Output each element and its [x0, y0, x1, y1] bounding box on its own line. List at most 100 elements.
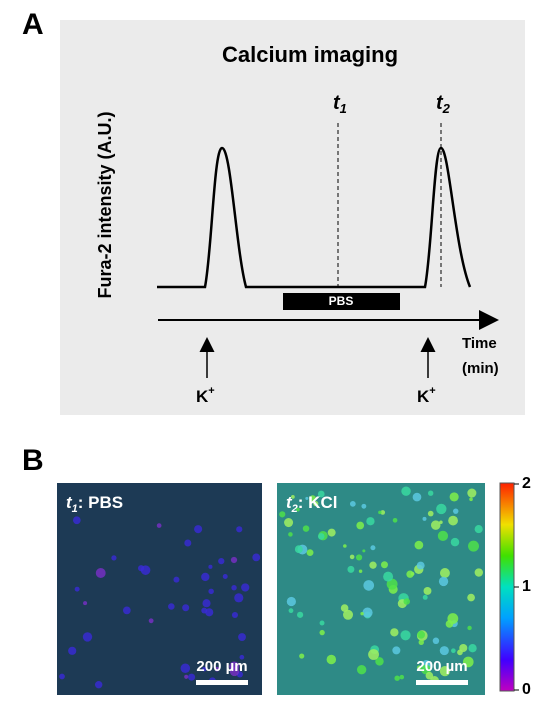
cell [425, 671, 434, 680]
cell [202, 599, 211, 608]
cell [299, 653, 305, 659]
cell [168, 603, 175, 610]
colorbar-tick-label: 1 [522, 578, 531, 595]
cell [414, 540, 424, 550]
cell [291, 495, 295, 499]
cell [361, 503, 367, 509]
cell [468, 644, 477, 653]
scale-bar [196, 680, 248, 685]
cell [74, 586, 80, 592]
cell [467, 625, 472, 631]
cell [302, 525, 310, 532]
cell [427, 510, 434, 517]
cell [358, 569, 363, 574]
cell [94, 680, 103, 689]
t2-label: t2 [436, 92, 451, 116]
image-label: t1: PBS [66, 493, 123, 514]
cell [72, 516, 81, 525]
cell [309, 495, 317, 503]
cell [68, 646, 77, 655]
cell [286, 596, 296, 607]
cell [138, 565, 145, 572]
cell [363, 580, 375, 591]
cell [347, 565, 355, 573]
cell [427, 490, 434, 496]
cell [474, 568, 483, 577]
cell [392, 646, 401, 655]
x-label: (min) [462, 360, 499, 377]
cell [423, 586, 432, 595]
cell [468, 540, 479, 552]
cell [182, 604, 190, 612]
cell [343, 544, 347, 548]
cell [59, 673, 65, 680]
cell [469, 497, 473, 502]
colorbar [499, 482, 515, 692]
cell [184, 674, 189, 679]
cell [343, 609, 354, 620]
cell [462, 656, 474, 668]
colorbar-tick-label: 2 [522, 475, 531, 492]
cell [222, 574, 228, 579]
cell [439, 568, 450, 578]
cell [474, 525, 483, 534]
cell [313, 501, 319, 507]
cell [319, 620, 325, 626]
cell [340, 604, 349, 612]
cell [366, 517, 375, 526]
cell [83, 601, 88, 606]
cell [438, 576, 449, 587]
cell [403, 598, 411, 605]
cell [448, 515, 458, 526]
cell [362, 549, 366, 553]
cell [205, 608, 214, 617]
cell [356, 521, 365, 530]
cell [327, 528, 336, 537]
cell [451, 648, 456, 654]
cell [416, 665, 422, 670]
cell [457, 649, 463, 656]
t1-label: t1 [333, 92, 347, 116]
pbs-bar [283, 293, 400, 310]
cell [234, 593, 244, 603]
cell [436, 503, 447, 515]
cell [400, 630, 411, 641]
cell [378, 510, 382, 515]
cell [432, 637, 440, 645]
cell [418, 639, 424, 646]
cell [401, 486, 411, 496]
cell [422, 594, 428, 600]
cell [449, 492, 459, 502]
cell [422, 516, 427, 521]
cell [467, 488, 477, 498]
pbs-label: PBS [329, 294, 354, 308]
trace [157, 146, 472, 289]
cell [439, 646, 449, 656]
cell [467, 593, 475, 602]
cell [447, 613, 459, 624]
cell [390, 628, 399, 637]
cell [296, 611, 304, 618]
cell [180, 663, 191, 674]
cell [239, 654, 245, 660]
cell [360, 611, 364, 616]
cell [439, 665, 451, 677]
cell [369, 561, 377, 569]
cell [202, 667, 207, 672]
cell [375, 657, 384, 666]
cell [173, 576, 180, 583]
cell [201, 572, 210, 582]
cell [231, 611, 239, 619]
cell [252, 553, 261, 562]
x-label: Time [462, 335, 497, 352]
cell [368, 649, 379, 660]
cell [349, 500, 356, 507]
cell [412, 492, 422, 502]
cell [406, 570, 414, 578]
cell [383, 571, 394, 582]
cell [305, 496, 309, 500]
cell [394, 675, 400, 681]
cell [238, 633, 246, 641]
cell [317, 533, 325, 540]
